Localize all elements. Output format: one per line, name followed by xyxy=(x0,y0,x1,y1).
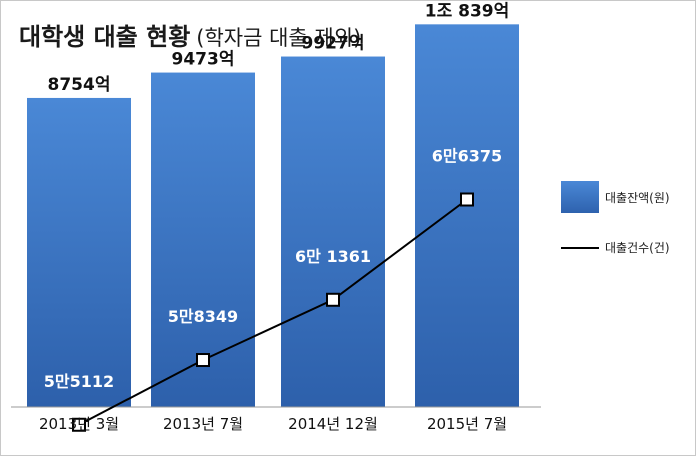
line-value-label: 5만5112 xyxy=(44,372,114,391)
chart-heading: 대학생 대출 현황 (학자금 대출 제외) xyxy=(19,17,361,52)
line-value-label: 6만 1361 xyxy=(295,247,371,266)
legend-label-count: 대출건수(건) xyxy=(605,241,670,255)
line-marker xyxy=(460,192,474,207)
bar-1 xyxy=(27,97,131,407)
line-path xyxy=(78,198,468,426)
line-value-label: 5만8349 xyxy=(168,307,238,326)
x-tick-label: 2015년 7월 xyxy=(427,415,507,433)
x-tick-label: 2014년 12월 xyxy=(288,415,378,433)
chart-title: 대학생 대출 현황 xyxy=(19,23,191,51)
x-tick-label: 2013년 3월 xyxy=(39,415,119,433)
line-series xyxy=(72,192,474,432)
legend-label-balance: 대출잔액(원) xyxy=(605,191,670,205)
bar-series xyxy=(27,24,519,407)
bar-value-label: 9927억 xyxy=(302,34,365,54)
chart-subtitle: (학자금 대출 제외) xyxy=(196,26,362,50)
line-marker xyxy=(326,292,340,307)
bar-3 xyxy=(281,56,385,407)
bar-value-label: 9473억 xyxy=(172,50,235,70)
bar-value-label: 8754억 xyxy=(48,75,111,95)
legend-swatch-line xyxy=(561,247,599,249)
line-marker xyxy=(72,417,86,432)
x-tick-labels: 2013년 3월 2013년 7월 2014년 12월 2015년 7월 xyxy=(39,415,507,433)
bar-2 xyxy=(151,72,255,407)
line-marker xyxy=(196,353,210,368)
data-labels: 8754억 5만5112 9473억 5만8349 9927억 6만 1361 1조 839… xyxy=(44,1,509,390)
line-value-label: 6만6375 xyxy=(432,147,502,166)
bar-value-label: 1조 839억 xyxy=(425,1,510,21)
legend-swatch-bar xyxy=(561,181,599,213)
x-tick-label: 2013년 7월 xyxy=(163,415,243,433)
bar-4 xyxy=(415,24,519,407)
